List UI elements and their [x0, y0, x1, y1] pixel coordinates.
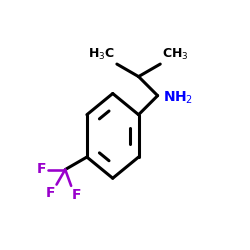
Text: F: F: [72, 188, 82, 202]
Text: H$_3$C: H$_3$C: [88, 47, 115, 62]
Text: F: F: [46, 186, 56, 200]
Text: NH$_2$: NH$_2$: [164, 89, 194, 106]
Text: F: F: [36, 162, 46, 175]
Text: CH$_3$: CH$_3$: [162, 47, 189, 62]
